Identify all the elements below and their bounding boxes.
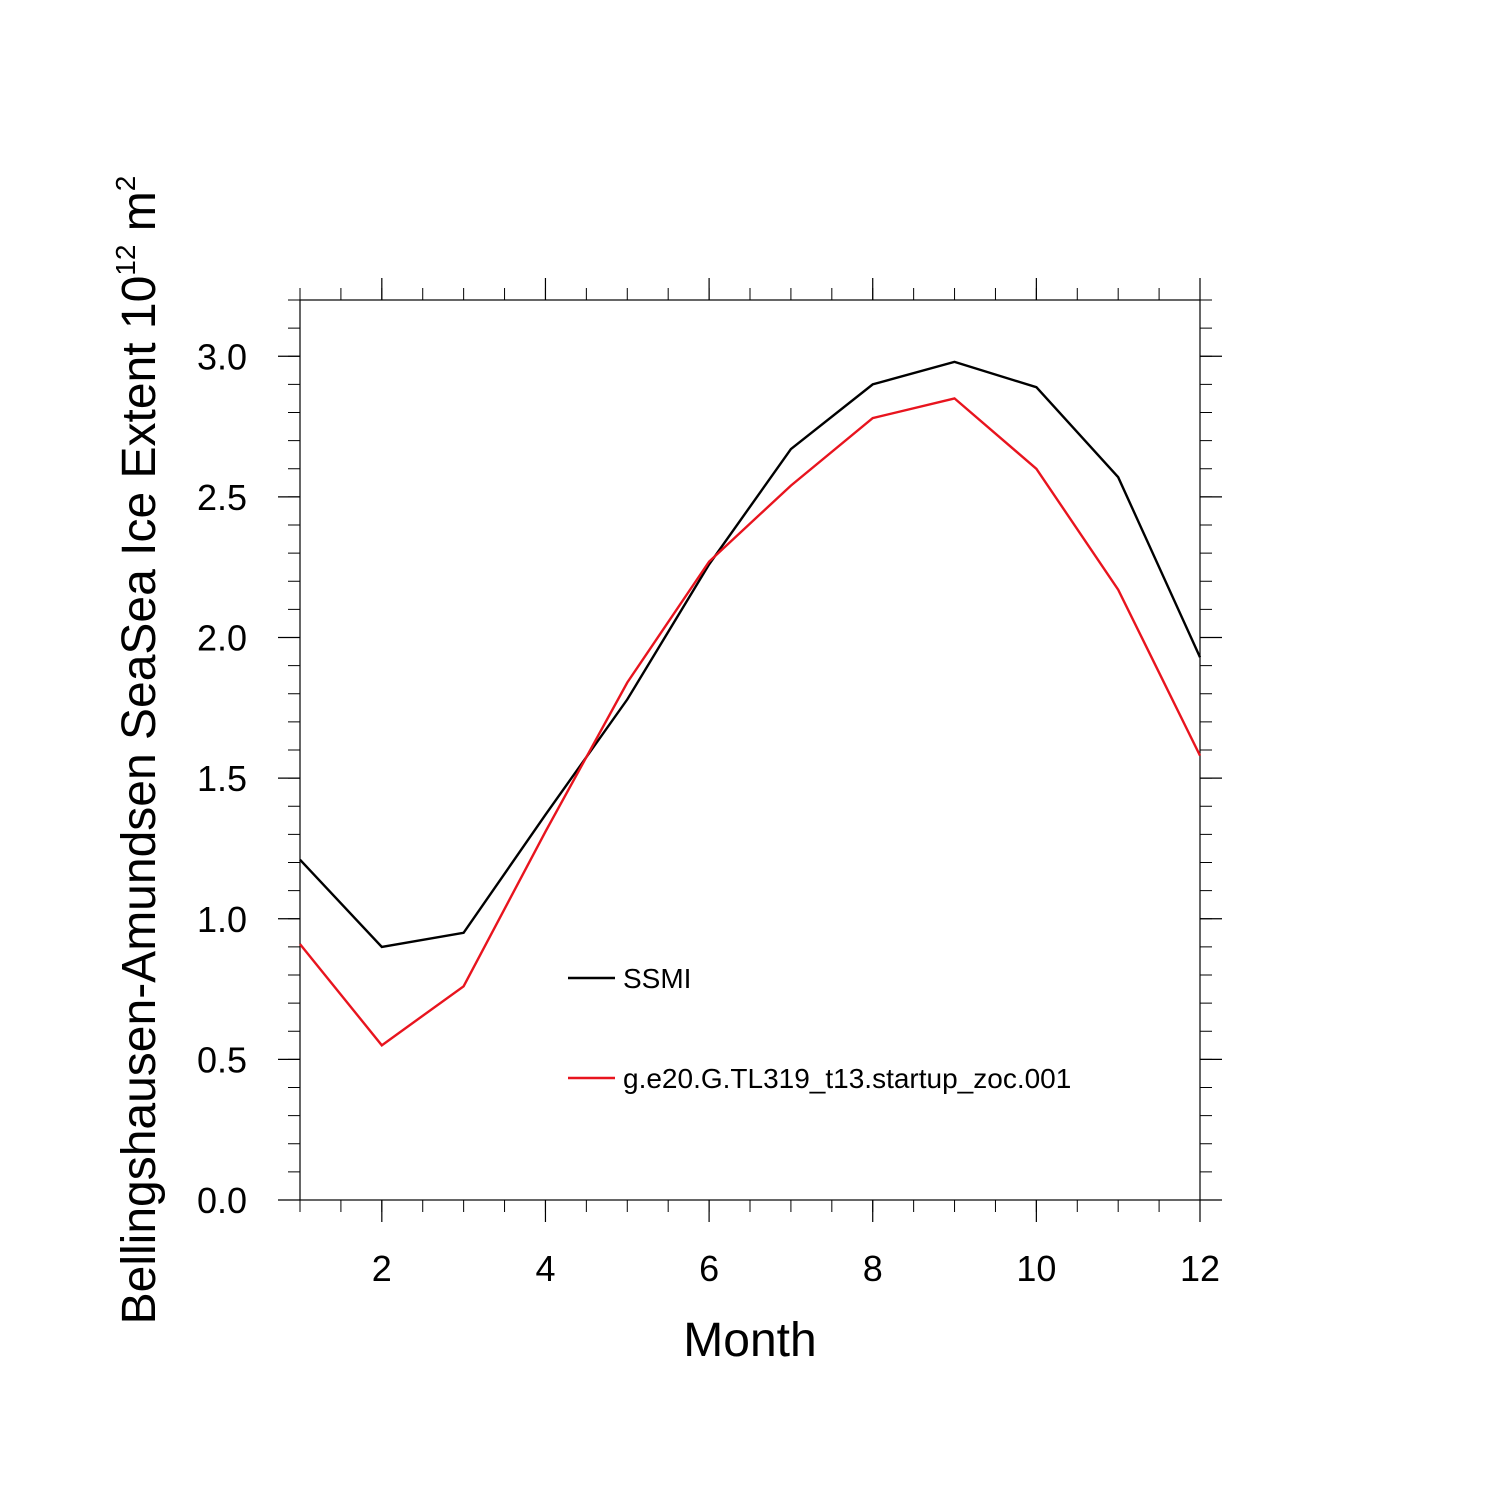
x-tick-label: 4 <box>535 1248 555 1289</box>
tick-labels: 2 4 6 8 10 12 0.0 0.5 1.0 1.5 2.0 2.5 3.0 <box>197 336 1220 1289</box>
y-tick-label: 2.0 <box>197 618 247 659</box>
series-line-ssmi <box>299 360 1202 949</box>
series-lines <box>299 360 1202 1047</box>
y-axis-label-unit-exponent: 2 <box>110 176 141 192</box>
y-axis-label-exponent: 12 <box>110 245 141 276</box>
x-tick-label: 8 <box>863 1248 883 1289</box>
y-tick-label: 3.0 <box>197 336 247 377</box>
x-tick-label: 6 <box>699 1248 719 1289</box>
y-tick-label: 0.0 <box>197 1180 247 1221</box>
plot-frame <box>299 299 1201 1201</box>
y-axis-label-base: Bellingshausen-Amundsen SeaSea Ice Exten… <box>113 276 166 1325</box>
y-axis-label: Bellingshausen-Amundsen SeaSea Ice Exten… <box>110 176 166 1325</box>
y-tick-label: 2.5 <box>197 477 247 518</box>
x-tick-label: 12 <box>1180 1248 1220 1289</box>
y-tick-label: 1.0 <box>197 899 247 940</box>
x-tick-label: 2 <box>372 1248 392 1289</box>
x-tick-label: 10 <box>1016 1248 1056 1289</box>
legend: SSMI g.e20.G.TL319_t13.startup_zoc.001 <box>568 963 1071 1094</box>
x-axis-label: Month <box>683 1314 816 1367</box>
legend-label: SSMI <box>623 963 691 994</box>
y-tick-label: 1.5 <box>197 758 247 799</box>
major-ticks <box>278 278 1222 1222</box>
legend-label: g.e20.G.TL319_t13.startup_zoc.001 <box>623 1063 1071 1094</box>
y-axis-label-unit: m <box>113 191 166 244</box>
y-tick-label: 0.5 <box>197 1039 247 1080</box>
series-line-model <box>299 397 1202 1047</box>
